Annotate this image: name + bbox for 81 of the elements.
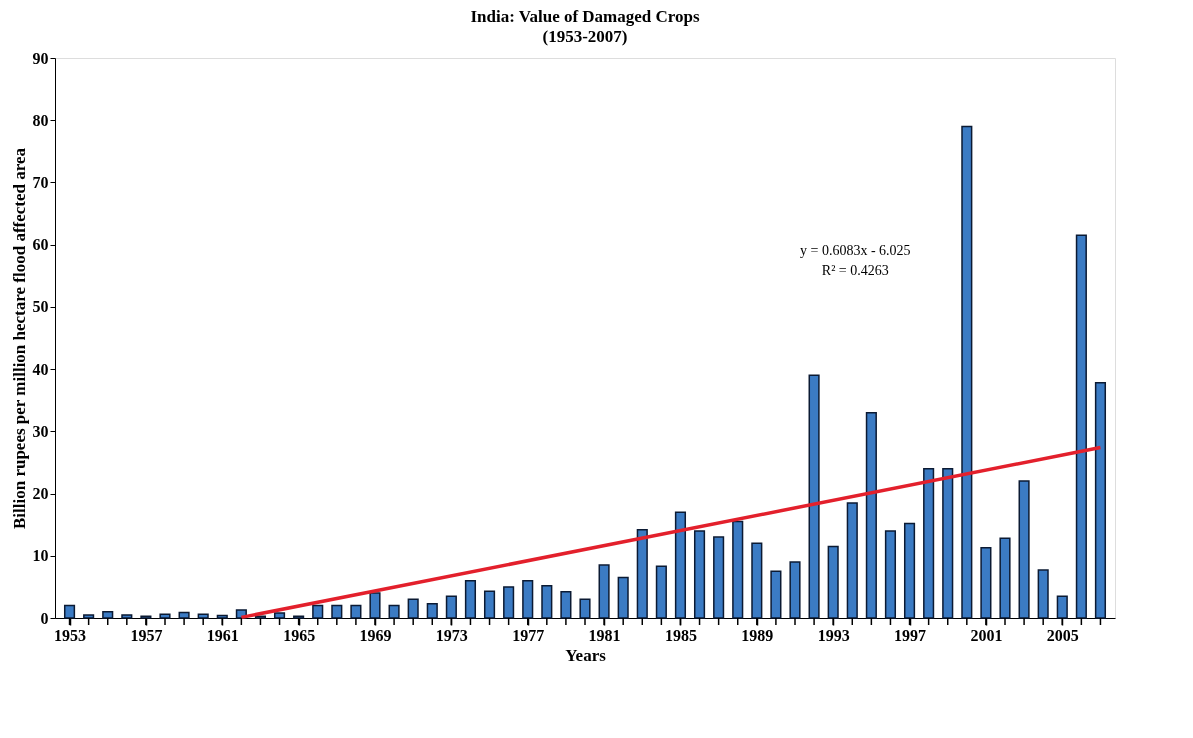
bar <box>1037 569 1049 619</box>
bar <box>178 611 190 619</box>
bar <box>808 374 820 619</box>
bar <box>846 502 858 619</box>
bar <box>923 467 935 619</box>
bar <box>1056 595 1068 619</box>
y-tick-label: 70 <box>32 173 49 191</box>
bar <box>598 564 610 619</box>
bar <box>331 604 343 619</box>
x-axis-title: Years <box>565 645 607 665</box>
bar <box>445 595 457 619</box>
bar <box>407 598 419 619</box>
bar <box>942 467 954 619</box>
bar <box>159 613 171 619</box>
bar <box>560 591 572 619</box>
bar <box>827 545 839 619</box>
x-tick-label: 1981 <box>588 626 621 644</box>
y-tick-label: 60 <box>32 236 49 254</box>
bar <box>1075 234 1087 619</box>
bar <box>999 537 1011 619</box>
x-tick-label: 2001 <box>970 626 1003 644</box>
bar <box>1094 382 1107 619</box>
y-tick-label: 0 <box>40 609 49 627</box>
y-tick-label: 90 <box>32 49 49 67</box>
bar <box>865 411 877 619</box>
bar <box>751 542 763 619</box>
bar <box>102 611 114 619</box>
bar <box>483 590 496 619</box>
x-tick-label: 2005 <box>1046 626 1079 644</box>
x-tick-label: 1969 <box>359 626 392 644</box>
y-tick-label: 50 <box>32 298 49 316</box>
chart-title: India: Value of Damaged Crops <box>470 7 700 26</box>
x-tick-label: 1953 <box>54 626 87 644</box>
y-tick-label: 80 <box>32 111 49 129</box>
bar <box>903 522 916 619</box>
bar <box>789 561 801 619</box>
bar <box>464 579 477 619</box>
bar <box>732 520 744 619</box>
y-tick-label: 20 <box>32 485 49 503</box>
bar <box>503 586 515 619</box>
annotation: y = 0.6083x - 6.025 <box>800 243 911 259</box>
bar <box>579 598 591 619</box>
y-tick-label: 30 <box>32 422 49 440</box>
bar <box>980 546 992 619</box>
x-tick-label: 1993 <box>817 626 850 644</box>
bar <box>522 579 534 619</box>
x-tick-label: 1957 <box>130 626 163 644</box>
x-tick-label: 1961 <box>206 626 239 644</box>
bar <box>216 614 228 619</box>
annotation: R² = 0.4263 <box>821 263 889 279</box>
bar <box>121 614 133 619</box>
bar <box>617 576 629 619</box>
bar <box>83 614 95 619</box>
x-tick-label: 1985 <box>664 626 697 644</box>
bar <box>693 530 706 619</box>
bar <box>63 604 76 619</box>
bar <box>961 125 973 619</box>
bar <box>273 612 286 619</box>
bar <box>312 604 324 619</box>
bar <box>636 528 648 619</box>
chart-subtitle: (1953-2007) <box>542 27 628 46</box>
bar <box>388 604 400 619</box>
bar <box>674 511 687 619</box>
bar <box>770 570 782 619</box>
bar <box>197 613 209 619</box>
bar <box>1018 480 1030 619</box>
y-tick-label: 10 <box>32 547 49 565</box>
x-tick-label: 1989 <box>741 626 774 644</box>
x-tick-label: 1965 <box>283 626 316 644</box>
bar <box>541 584 553 619</box>
x-tick-label: 1997 <box>894 626 927 644</box>
bar <box>884 530 897 619</box>
bar <box>713 536 725 619</box>
x-tick-label: 1977 <box>512 626 545 644</box>
y-axis-title: Billion rupees per million hectare flood affected area <box>9 147 29 530</box>
y-tick-label: 40 <box>32 360 49 378</box>
bar <box>655 565 667 619</box>
bar <box>350 604 362 619</box>
bar <box>369 592 381 619</box>
bar <box>426 602 438 619</box>
x-tick-label: 1973 <box>435 626 468 644</box>
